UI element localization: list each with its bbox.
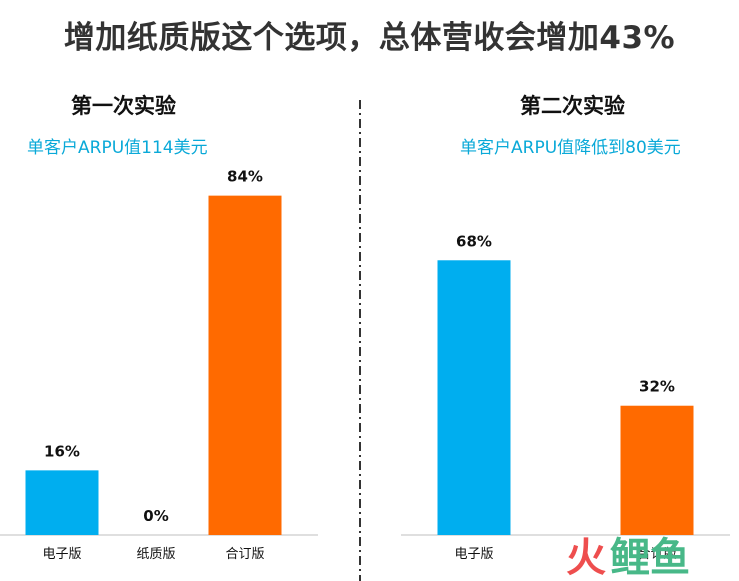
bar-1 (437, 260, 511, 535)
experiment-1-subtitle: 单客户ARPU值114美元 (27, 138, 208, 158)
value-label: 0% (143, 507, 168, 525)
category-label: 合订版 (225, 547, 264, 562)
page-title: 增加纸质版这个选项，总体营收会增加43% (63, 20, 676, 56)
value-label: 68% (456, 232, 492, 250)
bar-2 (620, 405, 694, 535)
watermark-part-green: 鲤鱼 (610, 535, 690, 581)
watermark-part-red: 火 (566, 535, 606, 581)
bar-1 (25, 470, 99, 535)
experiment-2-subtitle: 单客户ARPU值降低到80美元 (460, 138, 681, 158)
experiment-2-chart: 68% 电子版 32% 合订版 (401, 232, 730, 562)
category-label: 合订版 (637, 547, 676, 562)
experiment-1-chart: 16% 电子版 0% 纸质版 84% 合订版 (0, 168, 318, 562)
value-label: 32% (639, 378, 675, 396)
value-label: 84% (227, 168, 263, 186)
category-label: 电子版 (42, 547, 81, 562)
watermark-logo: 火 鲤鱼 (566, 535, 690, 581)
category-label: 纸质版 (136, 547, 175, 562)
experiment-1-title: 第一次实验 (71, 94, 176, 118)
experiment-2-title: 第二次实验 (520, 94, 625, 118)
bar-3 (208, 195, 282, 535)
value-label: 16% (44, 442, 80, 460)
category-label: 电子版 (454, 547, 493, 562)
